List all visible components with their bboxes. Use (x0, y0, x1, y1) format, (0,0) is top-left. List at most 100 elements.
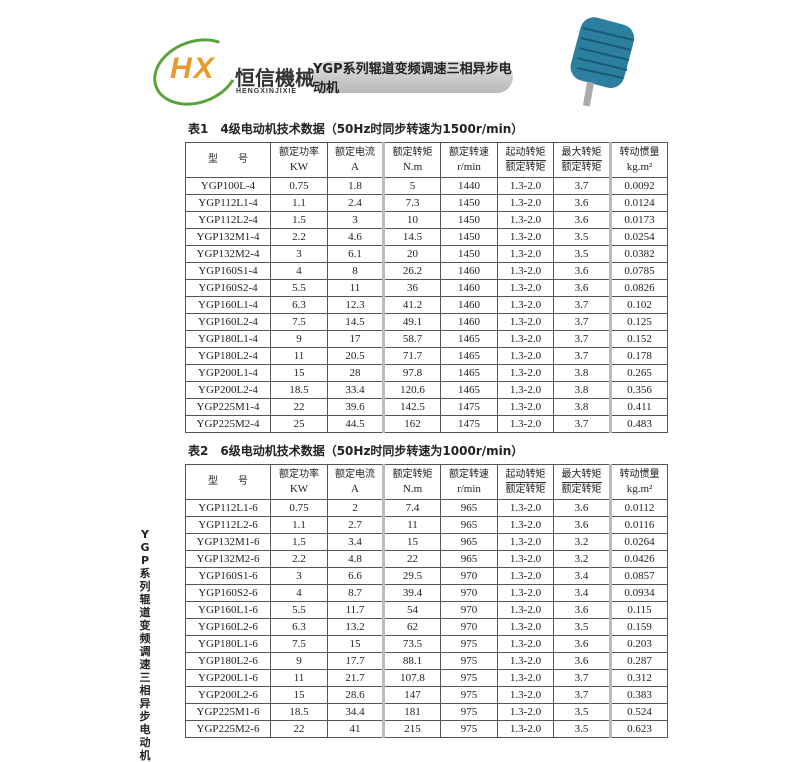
table-row: YGP180L2-6 9 17.7 88.1 975 1.3-2.0 3.6 0.287 (185, 652, 668, 670)
table-cell: 1.3-2.0 (497, 364, 554, 382)
table-cell: 34.4 (327, 703, 384, 721)
column-header: 额定转矩 N.m (382, 142, 441, 178)
table2-caption: 表2 6级电动机技术数据（50Hz时同步转速为1000r/min） (188, 444, 524, 458)
header-label: 型 号 (208, 154, 248, 165)
table-row: YGP225M2-4 25 44.5 162 1475 1.3-2.0 3.7 0.483 (185, 415, 668, 433)
table-cell: 3.5 (553, 228, 611, 246)
table-cell: 0.0857 (609, 567, 668, 585)
table-cell: 970 (440, 584, 498, 602)
column-header: 额定功率 KW (270, 464, 328, 500)
table-cell: 44.5 (327, 415, 384, 433)
table-cell: 6.3 (270, 618, 328, 636)
table-cell: YGP160L2-4 (185, 313, 271, 331)
table-cell: 3 (270, 245, 328, 263)
table-cell: 36 (382, 279, 441, 297)
table-cell: 965 (440, 550, 498, 568)
table-cell: 3.7 (553, 347, 611, 365)
table-cell: 1.3-2.0 (497, 228, 554, 246)
table-cell: 11 (327, 279, 384, 297)
table-cell: 18.5 (270, 703, 328, 721)
table-cell: 965 (440, 516, 498, 534)
table-cell: YGP112L2-4 (185, 211, 271, 229)
table-cell: 1460 (440, 279, 498, 297)
header-label: 型 号 (208, 476, 248, 487)
table-row: YGP132M2-6 2.2 4.8 22 965 1.3-2.0 3.2 0.0426 (185, 550, 668, 568)
company-name-en: HENGXINJIXIE (236, 88, 298, 95)
table-cell: 15 (382, 533, 441, 551)
table-cell: 14.5 (382, 228, 441, 246)
table-cell: 1.3-2.0 (497, 669, 554, 687)
header-unit: 额定转矩 (505, 483, 546, 495)
table-cell: YGP225M2-4 (185, 415, 271, 433)
header-unit: A (351, 482, 359, 495)
table-row: YGP132M1-6 1.5 3.4 15 965 1.3-2.0 3.2 0.0264 (185, 533, 668, 551)
column-header: 起动转矩 额定转矩 (497, 464, 554, 500)
column-header: 额定电流 A (327, 142, 384, 178)
header-unit: r/min (457, 160, 481, 173)
table-cell: 3.5 (553, 720, 611, 738)
table-cell: 1465 (440, 330, 498, 348)
table-cell: 28.6 (327, 686, 384, 704)
company-logo: HX 恒信機械 HENGXINJIXIE (143, 26, 315, 118)
header-unit: KW (289, 482, 309, 495)
table-cell: YGP160S1-6 (185, 567, 271, 585)
table-cell: 142.5 (382, 398, 441, 416)
table-cell: YGP225M2-6 (185, 720, 271, 738)
table-row: YGP225M1-4 22 39.6 142.5 1475 1.3-2.0 3.8 0.411 (185, 398, 668, 416)
table-cell: 2.2 (270, 550, 328, 568)
table-cell: 11 (270, 347, 328, 365)
table-cell: 4 (270, 584, 328, 602)
table-cell: 1.3-2.0 (497, 567, 554, 585)
table-cell: 6.1 (327, 245, 384, 263)
table-cell: YGP132M2-6 (185, 550, 271, 568)
table-cell: 11.7 (327, 601, 384, 619)
table-cell: 3.6 (553, 601, 611, 619)
table-cell: 0.102 (609, 296, 668, 314)
table-cell: 1.3-2.0 (497, 601, 554, 619)
table-cell: 9 (270, 330, 328, 348)
table-cell: 0.0173 (609, 211, 668, 229)
table-cell: 1465 (440, 364, 498, 382)
table-cell: 1460 (440, 262, 498, 280)
table-cell: 1.3-2.0 (497, 330, 554, 348)
table-cell: 970 (440, 618, 498, 636)
table-cell: 1450 (440, 211, 498, 229)
header-unit: r/min (457, 482, 481, 495)
table-cell: 15 (270, 364, 328, 382)
table-cell: 3.7 (553, 330, 611, 348)
table-cell: YGP160S2-6 (185, 584, 271, 602)
table-cell: 3.6 (553, 211, 611, 229)
table-cell: 965 (440, 533, 498, 551)
table-cell: 0.623 (609, 720, 668, 738)
table-cell: 25 (270, 415, 328, 433)
table-cell: 17 (327, 330, 384, 348)
table-cell: YGP200L1-6 (185, 669, 271, 687)
table-cell: 0.0934 (609, 584, 668, 602)
column-header: 最大转矩 额定转矩 (553, 142, 611, 178)
table-cell: 3.6 (553, 194, 611, 212)
table-cell: 215 (382, 720, 441, 738)
column-header: 额定转速 r/min (440, 464, 498, 500)
table-cell: YGP180L1-4 (185, 330, 271, 348)
header-label: 起动转矩 (505, 146, 546, 161)
header-label: 额定电流 (335, 146, 375, 158)
table-cell: YGP160S1-4 (185, 262, 271, 280)
table-cell: 0.0785 (609, 262, 668, 280)
table-cell: 2.4 (327, 194, 384, 212)
table-cell: 147 (382, 686, 441, 704)
table-cell: 1.5 (270, 211, 328, 229)
table-cell: 1460 (440, 313, 498, 331)
logo-letters: HX (170, 52, 216, 85)
table-cell: 1.5 (270, 533, 328, 551)
table-cell: 0.0116 (609, 516, 668, 534)
table-cell: 0.75 (270, 499, 328, 517)
table1-caption: 表1 4级电动机技术数据（50Hz时同步转速为1500r/min） (188, 122, 524, 136)
column-header: 起动转矩 额定转矩 (497, 142, 554, 178)
table-cell: YGP225M1-6 (185, 703, 271, 721)
table-cell: 0.483 (609, 415, 668, 433)
table-cell: 3.4 (553, 584, 611, 602)
table-cell: 5.5 (270, 601, 328, 619)
table-row: YGP200L1-4 15 28 97.8 1465 1.3-2.0 3.8 0.265 (185, 364, 668, 382)
header-unit: KW (289, 160, 309, 173)
table-cell: 3 (327, 211, 384, 229)
